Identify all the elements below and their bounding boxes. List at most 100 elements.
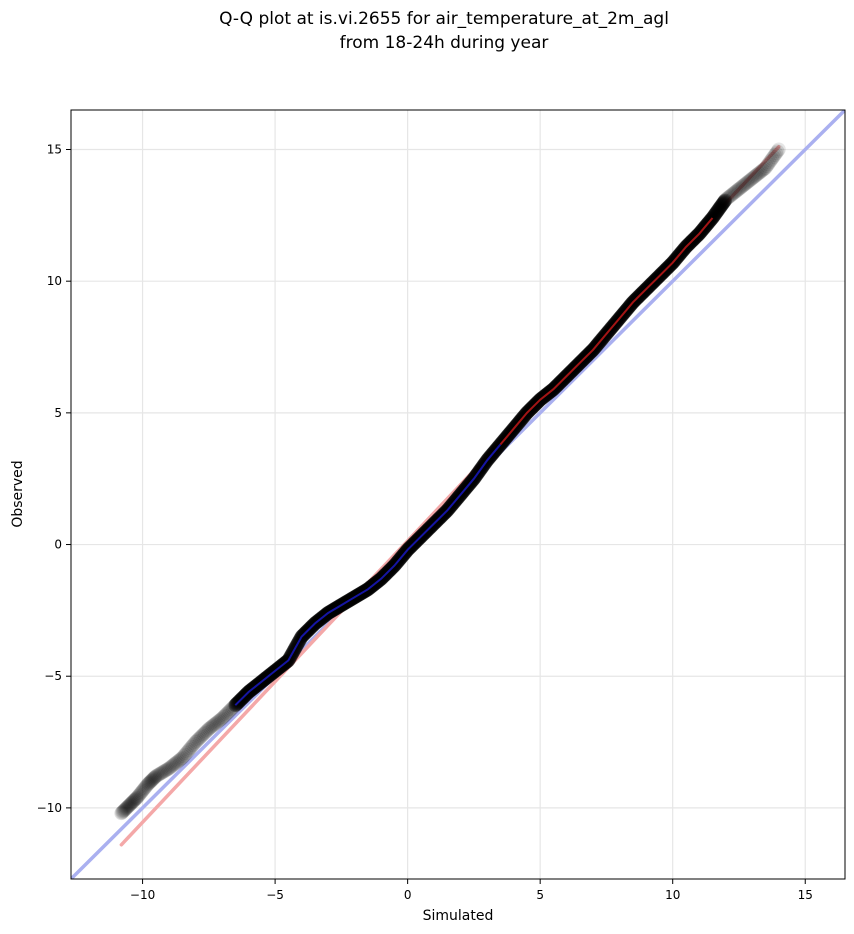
quantile-point (144, 773, 159, 788)
quantile-point (124, 795, 139, 810)
quantile-point (134, 785, 149, 800)
fit-reference-line (119, 145, 781, 847)
quantile-point (117, 803, 132, 818)
quantile-point (139, 778, 154, 793)
quantile-point (154, 766, 169, 781)
quantile-point (208, 716, 223, 731)
quantile-point (128, 791, 143, 806)
y-tick-label: 0 (54, 538, 62, 552)
x-tick-label: −5 (266, 888, 284, 902)
quantile-point (755, 163, 770, 178)
quantile-point (144, 774, 159, 789)
quantile-point (143, 774, 158, 789)
quantile-point (763, 153, 778, 168)
quantile-point (195, 728, 210, 743)
quantile-point (171, 754, 186, 769)
quantile-point (130, 790, 145, 805)
quantile-point (711, 202, 726, 217)
quantile-point (203, 720, 218, 735)
quantile-point (716, 195, 731, 210)
quantile-point (133, 786, 148, 801)
quantile-markers (114, 142, 786, 821)
quantile-point (125, 795, 140, 810)
quantile-point (730, 183, 745, 198)
quantile-point (217, 708, 232, 723)
quantile-point (137, 781, 152, 796)
quantile-point (221, 704, 236, 719)
quantile-point (767, 148, 782, 163)
quantile-point (746, 170, 761, 185)
quantile-point (722, 189, 737, 204)
quantile-point (762, 155, 777, 170)
quantile-point (742, 173, 757, 188)
quantile-point (179, 746, 194, 761)
quantile-point (174, 751, 189, 766)
quantile-point (712, 200, 727, 215)
quantile-point (224, 702, 239, 717)
y-tick-label: −10 (37, 801, 62, 815)
quantile-point (749, 168, 764, 183)
quantile-point (118, 802, 133, 817)
quantile-point (176, 749, 191, 764)
quantile-point (709, 205, 724, 220)
quantile-point (709, 204, 724, 219)
quantile-point (158, 763, 173, 778)
quantile-point (747, 169, 762, 184)
quantile-point (172, 752, 187, 767)
quantile-point (183, 741, 198, 756)
quantile-point (209, 715, 224, 730)
quantile-point (156, 764, 171, 779)
quantile-point (758, 160, 773, 175)
quantile-point (717, 194, 732, 209)
quantile-point (138, 779, 153, 794)
grid-lines (71, 110, 845, 879)
quantile-point (184, 739, 199, 754)
quantile-point (766, 149, 781, 164)
y-tick-label: −5 (44, 669, 62, 683)
quantile-point (213, 712, 228, 727)
quantile-point (136, 782, 151, 797)
quantile-point (168, 756, 183, 771)
quantile-point (152, 766, 167, 781)
quantile-point (216, 710, 231, 725)
x-tick-label: −10 (130, 888, 155, 902)
quantile-point (166, 758, 181, 773)
quantile-point (170, 755, 185, 770)
quantile-point (135, 783, 150, 798)
quantile-point (148, 769, 163, 784)
quantile-point (132, 787, 147, 802)
quantile-point (181, 742, 196, 757)
quantile-point (116, 803, 131, 818)
quantile-point (151, 767, 166, 782)
quantile-point (737, 177, 752, 192)
quantile-point (739, 175, 754, 190)
quantile-point (191, 732, 206, 747)
quantile-point (751, 166, 766, 181)
quantile-point (215, 711, 230, 726)
quantile-point (120, 799, 135, 814)
quantile-point (212, 713, 227, 728)
quantile-point (729, 184, 744, 199)
quantile-point (160, 762, 175, 777)
quantile-point (121, 799, 136, 814)
quantile-point (726, 186, 741, 201)
quantile-point (199, 724, 214, 739)
quantile-point (196, 727, 211, 742)
quantile-point (185, 738, 200, 753)
quantile-point (205, 718, 220, 733)
quantile-point (200, 723, 215, 738)
quantile-point (771, 142, 786, 157)
quantile-point (123, 797, 138, 812)
quantile-point (724, 188, 739, 203)
quantile-point (754, 164, 769, 179)
axis-ticks: −10 −5 0 5 10 15 −10 −5 0 5 10 15 (37, 143, 813, 902)
quantile-point (162, 761, 177, 776)
quantile-point (150, 768, 165, 783)
central-quantile-line-upper (499, 217, 714, 446)
quantile-point (770, 144, 785, 159)
quantile-point (720, 191, 735, 206)
quantile-point (715, 197, 730, 212)
x-tick-label: 5 (536, 888, 544, 902)
quantile-point (159, 762, 174, 777)
